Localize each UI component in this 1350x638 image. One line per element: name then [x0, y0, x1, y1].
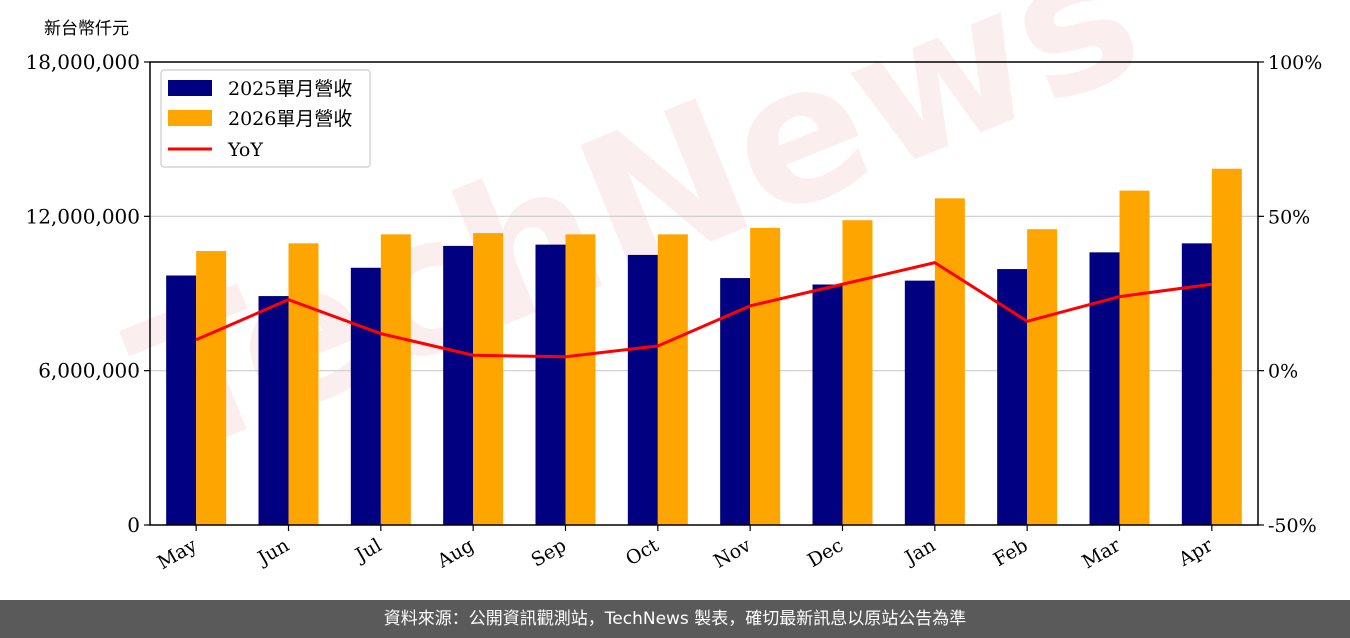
legend-swatch-0 — [168, 80, 212, 96]
bar-2025-sep — [535, 244, 566, 525]
x-tick-label-jun: Jun — [252, 534, 293, 570]
source-footer: 資料來源：公開資訊觀測站，TechNews 製表，確切最新訊息以原站公告為準 — [0, 600, 1350, 638]
bar-2026-jan — [934, 198, 965, 526]
bar-2026-may — [196, 251, 227, 525]
right-tick-label: 0% — [1268, 361, 1298, 383]
yoy-line — [195, 261, 1213, 359]
x-tick-label-nov: Nov — [710, 534, 755, 573]
bar-2026-feb — [1027, 229, 1058, 525]
grid-lines — [150, 215, 1258, 372]
legend-label-2: YoY — [227, 139, 263, 161]
x-tick-label-sep: Sep — [527, 534, 570, 571]
bar-2026-jul — [380, 234, 411, 526]
yoy-line-layer — [195, 261, 1213, 359]
bar-2026-dec — [842, 220, 873, 526]
legend-label-1: 2026單月營收 — [228, 108, 352, 130]
bar-2026-oct — [657, 234, 688, 526]
left-tick-label: 0 — [127, 513, 140, 537]
x-tick-label-oct: Oct — [622, 534, 663, 570]
legend-box — [160, 69, 371, 168]
bar-2026-aug — [473, 233, 504, 525]
left-tick-label: 18,000,000 — [25, 50, 140, 74]
bar-2025-may — [166, 275, 197, 525]
bar-2026-sep — [565, 234, 596, 526]
bar-2026-jun — [288, 243, 319, 525]
revenue-chart: TechNews 06,000,00012,000,00018,000,000-… — [25, 0, 1322, 574]
bar-2025-jan — [904, 280, 935, 525]
legend-label-0: 2025單月營收 — [228, 78, 352, 100]
bar-2025-mar — [1089, 252, 1120, 525]
x-tick-label-may: May — [154, 534, 201, 574]
right-tick-label: 50% — [1268, 206, 1310, 228]
bars — [166, 168, 1242, 526]
bar-2025-jun — [258, 296, 289, 525]
right-tick-label: 100% — [1268, 52, 1322, 74]
bar-2026-nov — [750, 227, 781, 526]
left-tick-label: 6,000,000 — [38, 359, 140, 383]
bar-2025-dec — [812, 284, 843, 525]
x-tick-label-jan: Jan — [900, 534, 940, 570]
bar-2025-apr — [1181, 243, 1212, 525]
x-tick-label-dec: Dec — [804, 534, 847, 572]
bar-2025-oct — [627, 254, 658, 525]
left-tick-label: 12,000,000 — [25, 204, 140, 228]
bar-2025-jul — [350, 267, 381, 525]
bar-2026-mar — [1119, 190, 1150, 525]
right-tick-label: -50% — [1268, 515, 1317, 537]
x-tick-label-jul: Jul — [350, 534, 385, 567]
x-tick-label-aug: Aug — [433, 534, 478, 573]
plot-frame — [149, 61, 1259, 526]
y-axis-unit-label: 新台幣仟元 — [44, 19, 129, 39]
x-tick-label-feb: Feb — [990, 534, 1032, 571]
bar-2025-feb — [997, 269, 1028, 525]
bar-2026-apr — [1211, 168, 1242, 525]
x-tick-label-mar: Mar — [1078, 534, 1124, 573]
bar-2025-nov — [720, 278, 751, 525]
legend-swatch-1 — [168, 110, 212, 126]
legend: 2025單月營收 2026單月營收 YoY — [160, 69, 371, 168]
x-tick-label-apr: Apr — [1174, 534, 1217, 571]
bar-2025-aug — [443, 245, 474, 526]
